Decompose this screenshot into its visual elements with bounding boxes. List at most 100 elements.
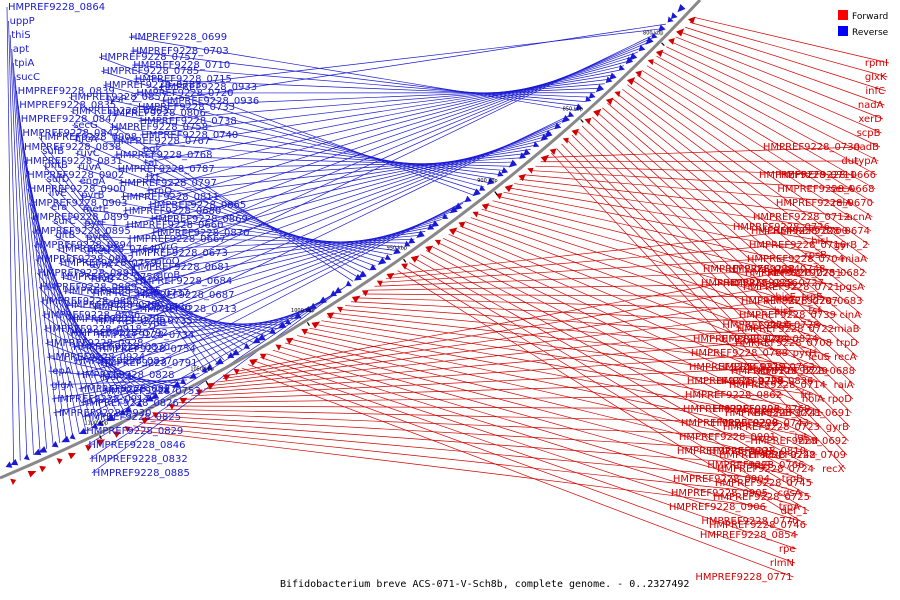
reverse-gene-arrow xyxy=(227,351,235,358)
reverse-gene-label: sufD xyxy=(47,174,70,185)
reverse-connector xyxy=(131,131,551,268)
forward-gene-arrow xyxy=(668,38,675,45)
reverse-connector xyxy=(136,123,561,296)
reverse-gene-label: cypB xyxy=(142,318,167,329)
reverse-connector xyxy=(53,372,200,414)
forward-connector xyxy=(351,301,821,326)
forward-gene-label: HMPREF9228_0862 xyxy=(685,390,782,401)
reverse-connector xyxy=(45,178,225,361)
reverse-gene-label: HMPREF9228_0757 xyxy=(100,52,197,63)
reverse-gene-label: HMPREF9228_0857 xyxy=(70,92,167,103)
reverse-gene-label: HMPREF9228_0832 xyxy=(91,454,188,465)
reverse-gene-arrow xyxy=(385,254,392,260)
forward-gene-label: secA xyxy=(830,184,854,195)
reverse-gene-arrow xyxy=(79,427,87,435)
forward-gene-label: HMPREF9228_0700 xyxy=(751,226,848,237)
reverse-gene-arrow xyxy=(145,395,154,402)
reverse-connector xyxy=(103,84,485,188)
reverse-gene-arrow xyxy=(595,84,605,93)
forward-gene-arrow xyxy=(626,77,636,86)
reverse-connector xyxy=(46,356,175,387)
forward-gene-label: HMPREF9228_0748 xyxy=(728,264,825,275)
reverse-gene-arrow xyxy=(277,321,287,329)
reverse-gene-label: HMPREF9228_0826 xyxy=(82,398,179,409)
forward-connector xyxy=(159,412,778,438)
reverse-connector xyxy=(75,152,376,267)
reverse-connector xyxy=(52,220,243,350)
reverse-gene-arrow xyxy=(269,327,276,334)
forward-gene-label: HMPREF9228_0691 xyxy=(753,408,850,419)
forward-gene-arrow xyxy=(434,239,441,246)
reverse-gene-label: apt xyxy=(13,44,29,55)
forward-gene-label: rpe xyxy=(779,544,796,555)
reverse-gene-label: HMPREF9228_0792 xyxy=(71,328,168,339)
reverse-gene-label: uvrA xyxy=(89,260,112,271)
reverse-gene-arrow xyxy=(561,114,570,123)
reverse-gene-label: HMPREF9228_0715 xyxy=(135,74,232,85)
reverse-gene-arrow xyxy=(136,400,143,407)
reverse-gene-arrow xyxy=(293,312,302,319)
forward-gene-label: HMPREF9228_0707 xyxy=(741,296,838,307)
reverse-gene-arrow xyxy=(585,95,592,102)
reverse-gene-label: HMPREF9228_0735 xyxy=(96,316,193,327)
forward-gene-label: nadA xyxy=(858,100,884,111)
forward-gene-arrow xyxy=(527,167,534,174)
reverse-gene-label: HMPREF9228_0768 xyxy=(115,150,212,161)
forward-connector xyxy=(146,418,774,466)
forward-gene-label: HMPREF9228_0770 xyxy=(701,516,798,527)
reverse-connector xyxy=(100,203,464,378)
forward-connector xyxy=(420,254,816,470)
forward-gene-label: hisE xyxy=(775,292,796,303)
reverse-gene-label: HMPREF9228_0754 xyxy=(99,344,196,355)
reverse-gene-arrow xyxy=(163,386,170,393)
reverse-gene-label: sucC xyxy=(16,72,40,83)
reverse-gene-label: HMPREF9228_0928 xyxy=(46,338,143,349)
reverse-connector xyxy=(102,198,469,392)
forward-gene-arrow xyxy=(540,154,550,163)
forward-gene-label: HMPREF9228_0824 xyxy=(721,334,818,345)
legend-label-forward: Forward xyxy=(852,12,888,22)
forward-gene-label: hisI xyxy=(811,236,828,247)
reverse-connector xyxy=(6,6,14,464)
scale-ticks: 800 kbp 850 kbp 900 kbp 950 kbp 1000 kbp 1050… xyxy=(84,30,665,440)
reverse-gene-label: thiS xyxy=(11,30,30,41)
forward-connector xyxy=(597,112,860,344)
reverse-gene-arrow xyxy=(285,318,292,325)
forward-gene-label: miaB xyxy=(834,324,860,335)
forward-gene-label: HMPREF9228_0856 xyxy=(701,278,798,289)
forward-gene-label: raiA xyxy=(834,380,854,391)
forward-connector xyxy=(339,309,818,354)
forward-gene-arrow xyxy=(410,255,420,263)
reverse-gene-arrow xyxy=(497,170,504,177)
forward-connector xyxy=(524,174,854,204)
forward-connector xyxy=(576,130,854,400)
forward-connector xyxy=(592,116,858,358)
reverse-gene-label: HMPREF9228_0703 xyxy=(132,46,229,57)
forward-gene-label: rimI xyxy=(798,436,818,447)
forward-gene-arrow xyxy=(222,374,231,381)
forward-gene-label: xerD xyxy=(858,114,882,125)
reverse-gene-arrow xyxy=(609,72,617,80)
reverse-gene-label: HMPREF9228_0699 xyxy=(130,32,227,43)
forward-gene-label: rpsB xyxy=(804,250,827,261)
reverse-connector xyxy=(96,215,448,336)
reverse-gene-label: HMPREF9228_0864 xyxy=(8,2,105,13)
forward-gene-label: HMPREF9228_0771 xyxy=(695,572,792,583)
forward-connector xyxy=(254,360,797,550)
reverse-gene-label: HMPREF9228_0720 xyxy=(136,88,233,99)
forward-connector xyxy=(380,254,829,283)
legend-swatch-reverse xyxy=(838,26,848,36)
forward-connector xyxy=(216,310,796,383)
forward-gene-label: HMPREF9228_0741 xyxy=(725,408,822,419)
forward-gene-label: rlmN xyxy=(770,558,794,569)
forward-gene-arrow xyxy=(206,382,216,390)
reverse-gene-arrow xyxy=(486,177,495,185)
reverse-gene-arrow xyxy=(416,230,425,238)
forward-gene-label: HMPREF9228_0704 xyxy=(747,254,844,265)
reverse-connector xyxy=(92,223,437,308)
forward-gene-label: recX xyxy=(822,464,845,475)
reverse-gene-arrow xyxy=(408,237,416,244)
forward-gene-arrow xyxy=(10,478,17,485)
forward-gene-label: pgsA xyxy=(839,282,864,293)
reverse-gene-label: HMPREF9228_0767 xyxy=(113,136,210,147)
